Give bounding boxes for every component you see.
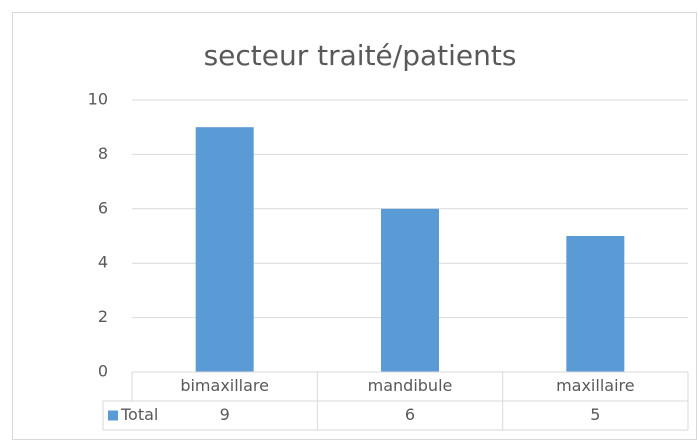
- x-tick-label: mandibule: [368, 376, 453, 395]
- bar: [195, 127, 254, 372]
- bar: [566, 236, 625, 372]
- table-value: 9: [220, 405, 230, 424]
- y-tick-label: 4: [98, 253, 108, 272]
- table-value: 5: [590, 405, 600, 424]
- legend-key: [108, 410, 118, 421]
- legend-label: Total: [120, 405, 158, 424]
- x-tick-label: bimaxillare: [180, 376, 269, 395]
- bar: [381, 208, 439, 372]
- y-tick-label: 10: [88, 90, 108, 109]
- y-tick-label: 6: [98, 198, 108, 217]
- x-tick-label: maxillaire: [556, 376, 635, 395]
- table-value: 6: [405, 405, 415, 424]
- y-tick-label: 2: [98, 307, 108, 326]
- y-tick-label: 0: [98, 362, 108, 381]
- chart-title: secteur traité/patients: [204, 39, 517, 72]
- y-tick-label: 8: [98, 144, 108, 163]
